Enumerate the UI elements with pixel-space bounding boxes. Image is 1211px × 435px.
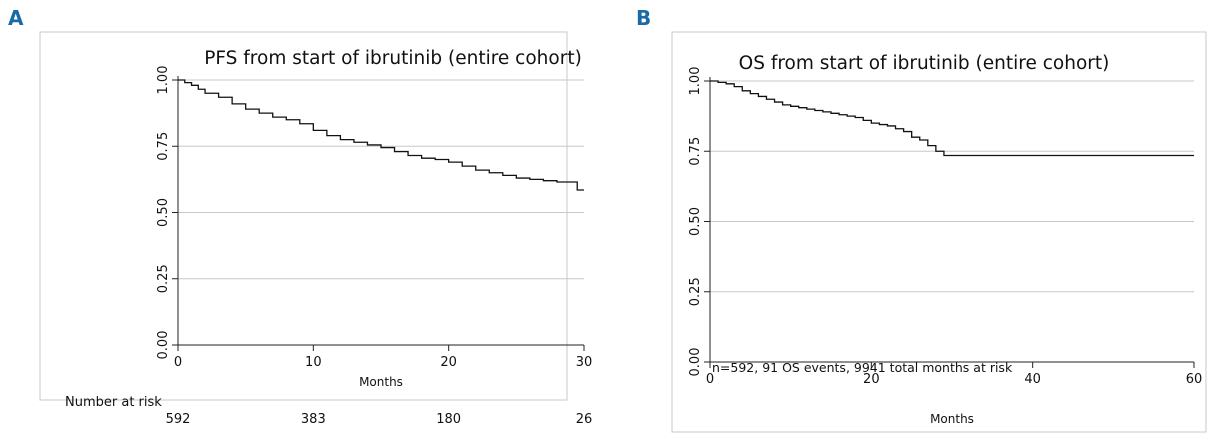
- pfs-xtick-label: 10: [305, 355, 322, 370]
- panel-b-letter: B: [636, 6, 652, 30]
- pfs-xtick-label: 20: [440, 355, 457, 370]
- os-ytick-label: 0.25: [688, 277, 703, 306]
- pfs-risk-label: Number at risk: [65, 395, 162, 410]
- pfs-ytick-label: 0.00: [156, 331, 171, 360]
- os-xtick-label: 0: [706, 372, 714, 387]
- pfs-xtick-label: 30: [576, 355, 593, 370]
- os-ytick-label: 0.00: [688, 348, 703, 377]
- os-survival-curve: [710, 80, 1194, 157]
- os-annotation: n=592, 91 OS events, 9941 total months a…: [712, 360, 1013, 375]
- os-ytick-label: 0.50: [688, 207, 703, 236]
- pfs-ytick-label: 0.50: [156, 198, 171, 227]
- pfs-frame: [39, 31, 568, 401]
- pfs-survival-curve: [178, 79, 584, 191]
- pfs-ytick-label: 0.25: [156, 264, 171, 293]
- pfs-ytick-label: 1.00: [156, 66, 171, 95]
- pfs-xtick-label: 0: [174, 355, 182, 370]
- pfs-risk-value: 383: [301, 412, 326, 427]
- os-xtick-label: 20: [863, 372, 880, 387]
- os-frame: [671, 31, 1207, 433]
- os-ytick-label: 0.75: [688, 137, 703, 166]
- pfs-title: PFS from start of ibrutinib (entire coho…: [204, 48, 582, 69]
- pfs-risk-value: 26: [576, 412, 593, 427]
- pfs-risk-value: 592: [166, 412, 191, 427]
- os-xtick-label: 60: [1186, 372, 1203, 387]
- os-xtick-label: 40: [1024, 372, 1041, 387]
- pfs-ytick-label: 0.75: [156, 132, 171, 161]
- pfs-xlabel: Months: [359, 375, 403, 389]
- os-title: OS from start of ibrutinib (entire cohor…: [739, 53, 1110, 74]
- os-xlabel: Months: [930, 412, 974, 426]
- panel-a-letter: A: [8, 6, 24, 30]
- pfs-risk-value: 180: [436, 412, 461, 427]
- os-ytick-label: 1.00: [688, 67, 703, 96]
